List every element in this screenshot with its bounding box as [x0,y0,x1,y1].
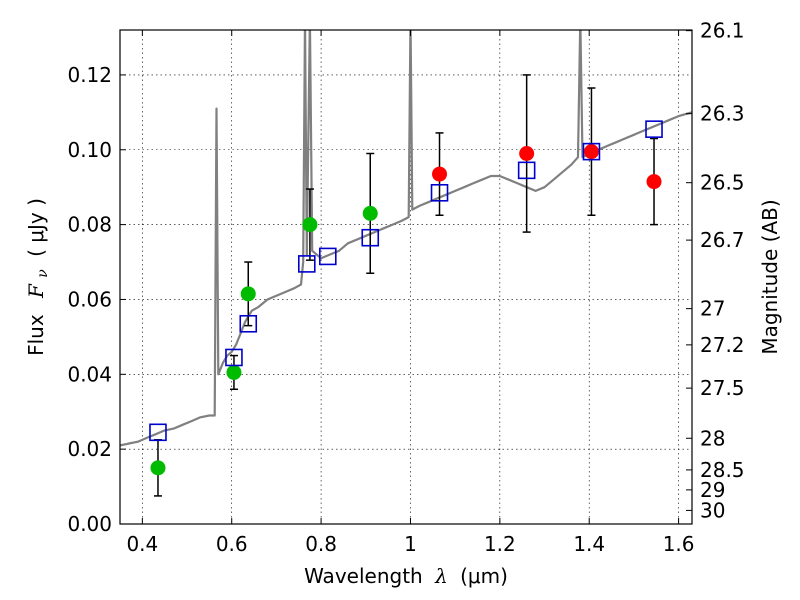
blue-square-point [361,228,380,247]
y-tick-label: 0.10 [67,138,112,162]
x-axis-ticks: 0.4 0.6 0.8 1 1.2 1.4 1.6 [126,30,695,556]
y-tick-label: 0.04 [67,362,112,386]
blue-square-point [149,423,167,442]
green-circle-point [150,460,166,476]
y2-tick-label: 27.5 [700,376,745,400]
x-tick-label: 1.6 [663,532,695,556]
red-circle-point [646,174,662,190]
y-tick-label: 0.06 [67,287,112,311]
x-tick-label: 0.4 [126,532,158,556]
x-tick-label: 0.6 [216,532,248,556]
blue-square-point [582,142,601,161]
y2-tick-label: 27 [700,297,725,321]
blue-square-point [239,314,258,333]
blue-square-point [517,161,536,180]
red-circle-point [432,166,448,182]
green-circle-point [240,286,256,302]
y2-tick-label: 28 [700,426,725,450]
y2-tick-label: 28.5 [700,458,745,482]
y2-tick-label: 26.5 [700,171,745,195]
red-circle-point [519,146,535,161]
y-axis-ticks: 0.00 0.02 0.04 0.06 0.08 0.10 0.12 [67,63,126,536]
x-tick-label: 1 [404,532,417,556]
y-axis-label: Flux F ν ( μJy ) [24,198,52,356]
y2-axis-label: Magnitude (AB) [758,199,782,354]
x-axis-label: Wavelength λ (μm) [304,564,508,588]
model-spectrum [120,30,692,447]
green-circle-point [226,364,242,380]
red-circle-point [583,144,599,160]
blue-square-point [318,247,337,266]
y-tick-label: 0.12 [67,63,112,87]
grid-lines [120,30,692,525]
plot-frame [119,29,693,525]
green-circle-point [362,205,378,221]
x-tick-label: 0.8 [305,532,337,556]
y2-tick-label: 30 [700,498,725,522]
blue-square-point [430,183,449,202]
y2-tick-label: 26.3 [700,102,745,126]
data-markers [149,120,663,476]
blue-square-point [225,348,243,367]
y-tick-label: 0.00 [67,512,112,536]
y2-tick-label: 26.1 [700,19,745,43]
model-line [120,30,692,447]
y-tick-label: 0.08 [67,213,112,237]
blue-square-point [645,120,663,138]
y-tick-label: 0.02 [67,437,112,461]
y2-tick-label: 26.7 [700,228,745,252]
green-circle-point [302,217,318,233]
blue-square-point [297,255,316,273]
y2-tick-label: 27.2 [700,333,745,357]
x-tick-label: 1.2 [484,532,516,556]
x-tick-label: 1.4 [573,532,605,556]
y2-tick-label: 29 [700,478,725,502]
